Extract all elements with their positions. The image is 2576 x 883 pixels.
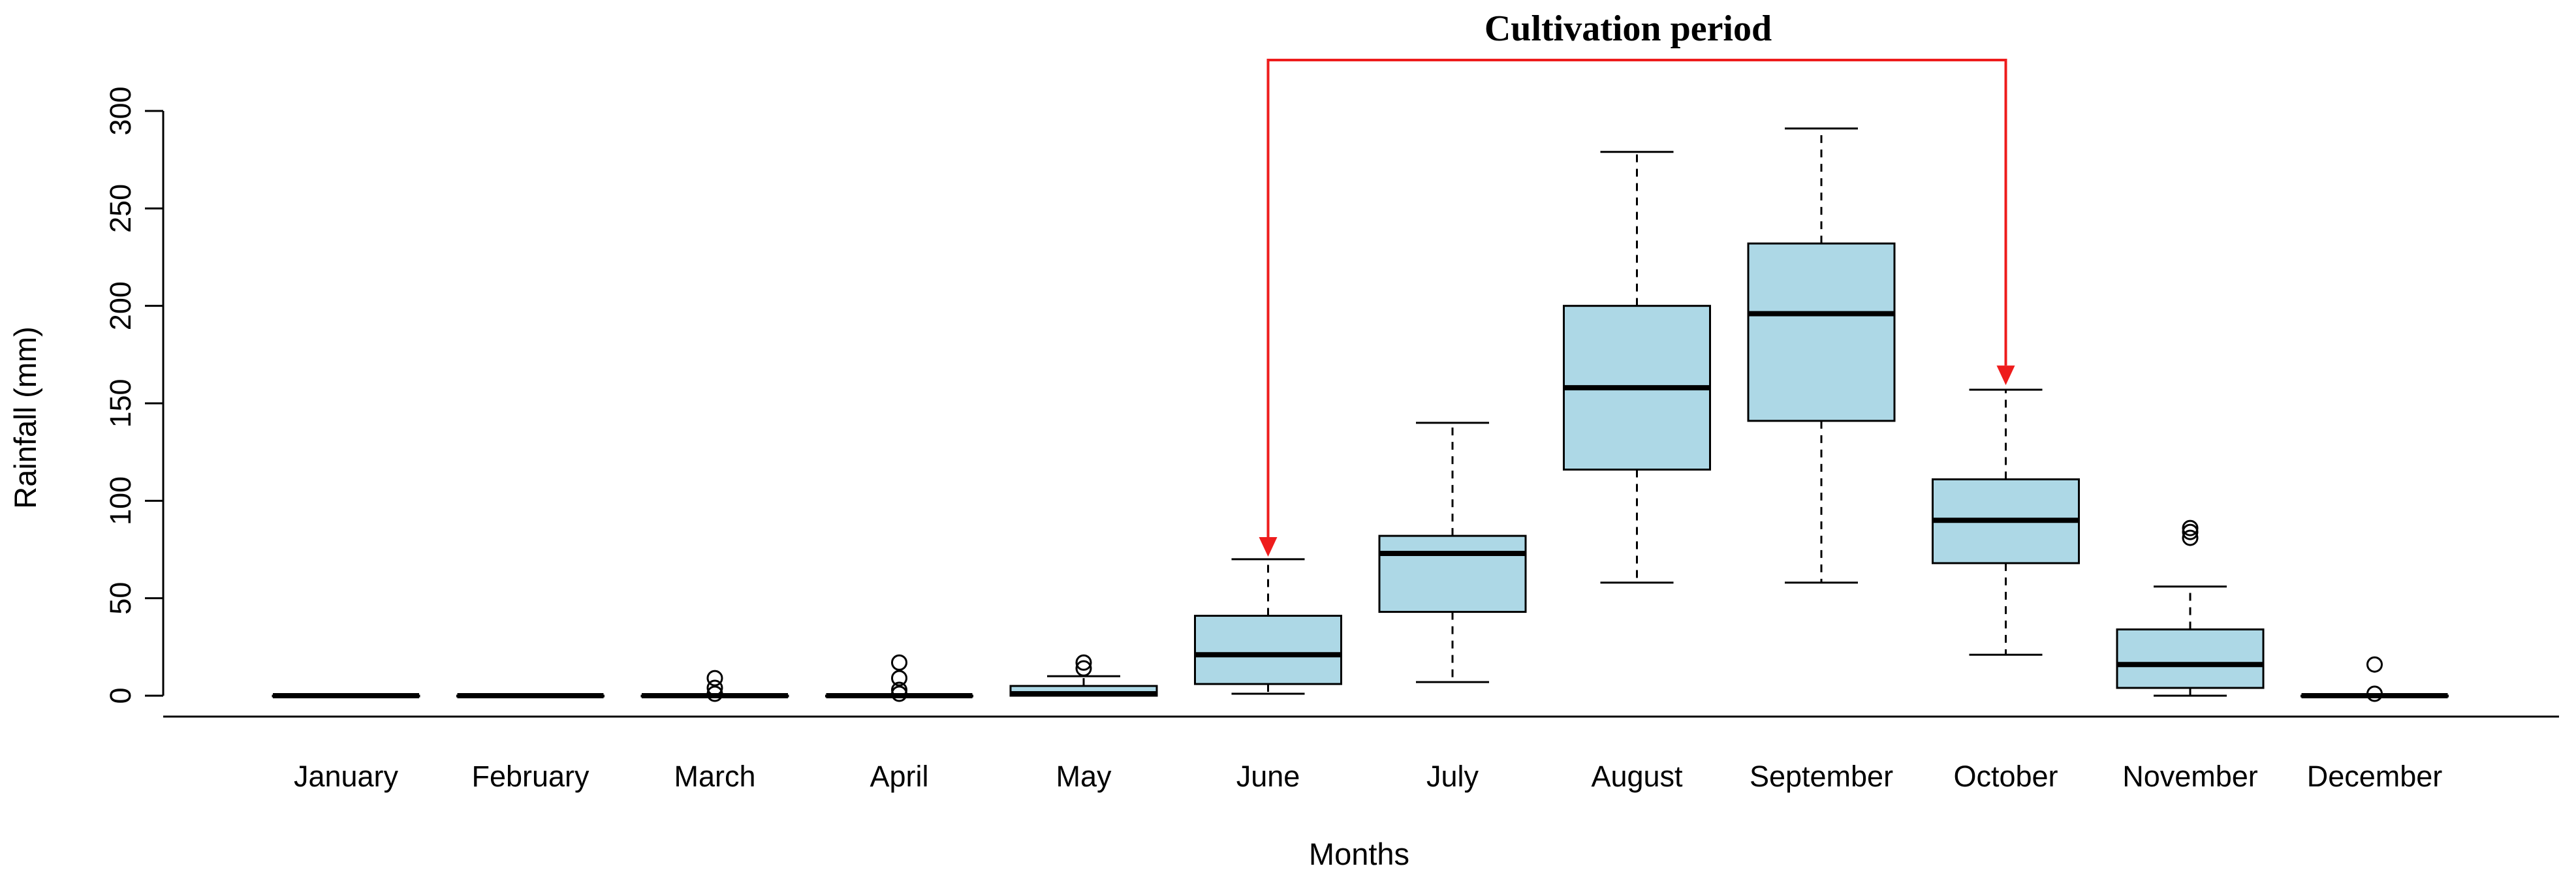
x-tick-label: March bbox=[674, 760, 755, 793]
x-tick-label: December bbox=[2307, 760, 2443, 793]
outlier-point bbox=[706, 679, 723, 696]
x-tick-label: September bbox=[1750, 760, 1893, 793]
x-tick-label: October bbox=[1953, 760, 2058, 793]
y-axis-title: Rainfall (mm) bbox=[8, 326, 42, 508]
box-march bbox=[640, 670, 789, 702]
box-iqr bbox=[2116, 628, 2265, 689]
outlier-point bbox=[2366, 685, 2383, 702]
box-april bbox=[825, 654, 973, 702]
x-tick-label: January bbox=[294, 760, 399, 793]
outlier-point bbox=[706, 685, 723, 702]
box-november bbox=[2116, 519, 2265, 697]
y-tick-label: 50 bbox=[104, 582, 137, 615]
cultivation-annotation bbox=[1259, 59, 2015, 557]
box-october bbox=[1932, 388, 2080, 656]
outlier-point bbox=[891, 654, 907, 671]
x-tick-label: August bbox=[1591, 760, 1683, 793]
outlier-point bbox=[2182, 529, 2199, 546]
box-iqr bbox=[1747, 242, 1896, 422]
box-may bbox=[1009, 654, 1158, 697]
x-tick-label: June bbox=[1236, 760, 1300, 793]
y-tick-label: 0 bbox=[104, 687, 137, 704]
box-june bbox=[1194, 558, 1342, 695]
outlier-point bbox=[1075, 660, 1092, 677]
x-tick-label: May bbox=[1056, 760, 1112, 793]
outlier-point bbox=[706, 670, 723, 687]
outlier-point bbox=[891, 681, 907, 698]
outlier-point bbox=[2182, 523, 2199, 540]
outlier-point bbox=[2366, 656, 2383, 673]
x-tick-label: July bbox=[1426, 760, 1479, 793]
x-tick-label: April bbox=[870, 760, 928, 793]
y-tick-label: 250 bbox=[104, 184, 137, 233]
y-axis: 0 50 100 150 200 250 300 bbox=[104, 86, 165, 704]
y-tick-label: 200 bbox=[104, 281, 137, 330]
box-iqr bbox=[1194, 615, 1342, 685]
boxes bbox=[272, 127, 2449, 702]
outlier-point bbox=[891, 670, 907, 687]
outlier-point bbox=[891, 685, 907, 702]
box-december bbox=[2301, 656, 2449, 702]
y-tick-label: 300 bbox=[104, 86, 137, 135]
y-tick-label: 100 bbox=[104, 476, 137, 525]
box-september bbox=[1747, 127, 1896, 584]
arrowhead-october bbox=[1996, 365, 2015, 386]
arrowhead-june bbox=[1259, 536, 1278, 557]
box-iqr bbox=[1378, 534, 1527, 613]
annotation-bracket bbox=[1266, 59, 2007, 537]
x-axis: January February March April May June July Augu… bbox=[163, 715, 2559, 793]
outlier-point bbox=[1075, 654, 1092, 671]
x-axis-title: Months bbox=[1309, 837, 1409, 871]
y-tick-label: 150 bbox=[104, 379, 137, 427]
outlier-point bbox=[2182, 519, 2199, 536]
x-tick-label: February bbox=[471, 760, 589, 793]
x-tick-label: November bbox=[2122, 760, 2258, 793]
box-july bbox=[1378, 422, 1527, 683]
annotation-label: Cultivation period bbox=[1484, 8, 1772, 49]
box-august bbox=[1563, 151, 1711, 584]
